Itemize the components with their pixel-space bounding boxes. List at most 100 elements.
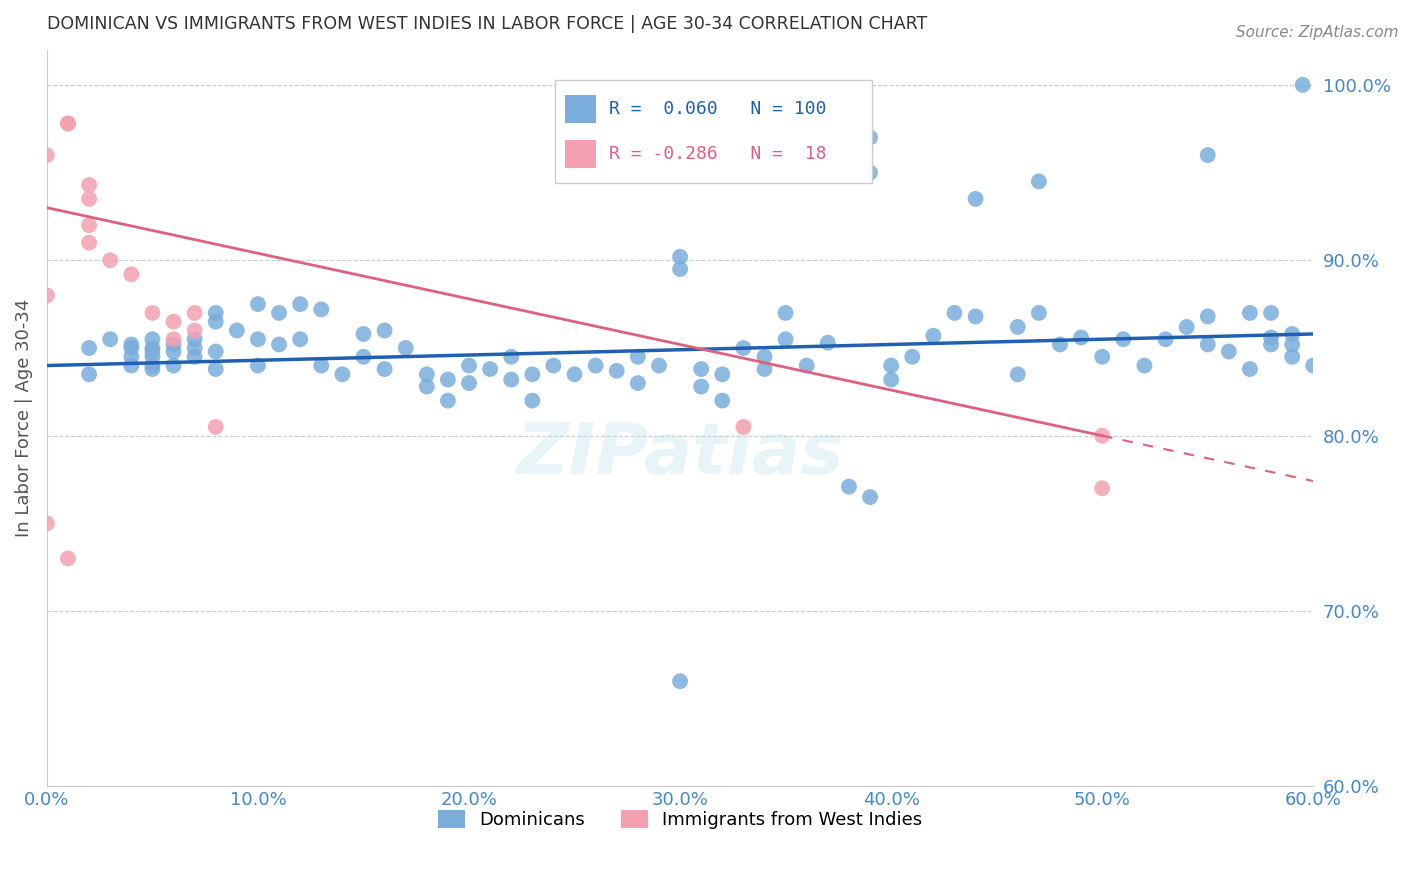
Point — [120, 268, 142, 282]
Point — [1281, 326, 1303, 341]
Point — [204, 315, 226, 329]
Point — [901, 350, 924, 364]
Point — [648, 359, 671, 373]
Point — [711, 368, 734, 382]
Point — [564, 368, 586, 382]
Point — [437, 373, 460, 387]
Point — [311, 359, 333, 373]
Point — [374, 362, 396, 376]
Point — [1239, 306, 1261, 320]
Point — [1197, 310, 1219, 324]
Text: R =  0.060   N = 100: R = 0.060 N = 100 — [609, 100, 827, 118]
Point — [796, 359, 818, 373]
Point — [711, 393, 734, 408]
Point — [437, 393, 460, 408]
Point — [1007, 368, 1029, 382]
Legend: Dominicans, Immigrants from West Indies: Dominicans, Immigrants from West Indies — [430, 803, 929, 837]
Point — [754, 362, 776, 376]
Text: R = -0.286   N =  18: R = -0.286 N = 18 — [609, 145, 827, 163]
Point — [501, 373, 523, 387]
Point — [1302, 359, 1324, 373]
Point — [98, 332, 121, 346]
Point — [353, 350, 375, 364]
FancyBboxPatch shape — [565, 140, 596, 169]
Point — [1091, 350, 1114, 364]
Point — [775, 306, 797, 320]
Point — [332, 368, 354, 382]
Point — [669, 262, 692, 277]
Point — [859, 130, 882, 145]
Point — [733, 420, 755, 434]
Point — [754, 350, 776, 364]
Point — [522, 393, 544, 408]
Point — [162, 359, 184, 373]
Point — [374, 323, 396, 337]
Point — [416, 379, 439, 393]
Point — [733, 341, 755, 355]
Point — [1112, 332, 1135, 346]
Point — [1197, 148, 1219, 162]
Point — [669, 250, 692, 264]
Point — [204, 362, 226, 376]
Point — [1281, 337, 1303, 351]
Point — [246, 332, 269, 346]
Point — [1007, 320, 1029, 334]
Point — [1260, 337, 1282, 351]
Point — [859, 490, 882, 504]
Point — [859, 166, 882, 180]
Point — [395, 341, 418, 355]
Point — [162, 332, 184, 346]
Point — [1091, 428, 1114, 442]
Point — [1175, 320, 1198, 334]
Point — [204, 306, 226, 320]
Point — [1239, 362, 1261, 376]
Point — [1028, 174, 1050, 188]
Point — [120, 337, 142, 351]
Point — [183, 323, 205, 337]
FancyBboxPatch shape — [565, 95, 596, 123]
Point — [880, 359, 903, 373]
Point — [522, 368, 544, 382]
Point — [1049, 337, 1071, 351]
Point — [77, 341, 100, 355]
Point — [56, 116, 79, 130]
Point — [141, 359, 163, 373]
Point — [141, 332, 163, 346]
Point — [35, 516, 58, 531]
Point — [458, 359, 481, 373]
Point — [1218, 344, 1240, 359]
Point — [501, 350, 523, 364]
Point — [627, 376, 650, 390]
Point — [77, 218, 100, 232]
Point — [183, 341, 205, 355]
Point — [458, 376, 481, 390]
Point — [35, 288, 58, 302]
Point — [479, 362, 502, 376]
Point — [838, 479, 860, 493]
Point — [162, 337, 184, 351]
Point — [183, 350, 205, 364]
Point — [965, 192, 987, 206]
Point — [1281, 350, 1303, 364]
Point — [141, 306, 163, 320]
Point — [77, 178, 100, 192]
Text: DOMINICAN VS IMMIGRANTS FROM WEST INDIES IN LABOR FORCE | AGE 30-34 CORRELATION : DOMINICAN VS IMMIGRANTS FROM WEST INDIES… — [46, 15, 927, 33]
Point — [965, 310, 987, 324]
Point — [162, 315, 184, 329]
Point — [141, 362, 163, 376]
Point — [585, 359, 607, 373]
Point — [141, 344, 163, 359]
Point — [183, 306, 205, 320]
Point — [183, 332, 205, 346]
Point — [120, 350, 142, 364]
Point — [35, 148, 58, 162]
Point — [77, 192, 100, 206]
Point — [311, 302, 333, 317]
Point — [56, 551, 79, 566]
Point — [690, 362, 713, 376]
Point — [246, 359, 269, 373]
Point — [267, 337, 290, 351]
Text: ZIPatlas: ZIPatlas — [516, 420, 844, 490]
FancyBboxPatch shape — [555, 80, 872, 183]
Point — [627, 350, 650, 364]
